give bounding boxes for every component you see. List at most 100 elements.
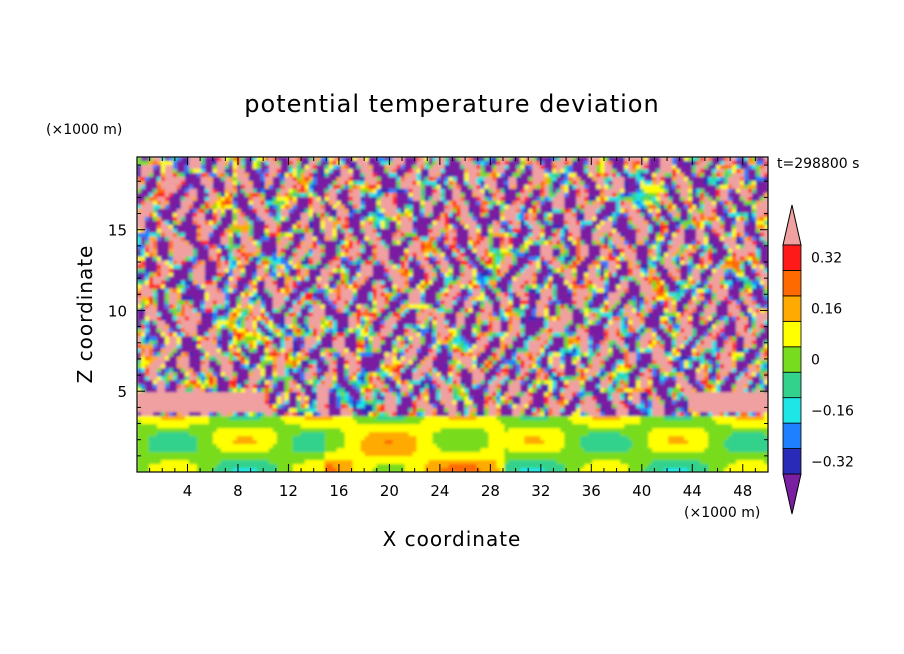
heatmap-cell	[760, 204, 765, 210]
heatmap-cell	[372, 268, 378, 274]
heatmap-cell	[640, 252, 645, 258]
heatmap-cell	[644, 212, 649, 218]
heatmap-cell	[180, 264, 186, 270]
heatmap-cell	[684, 157, 689, 162]
heatmap-cell	[392, 172, 398, 178]
heatmap-cell	[656, 232, 661, 238]
heatmap-cell	[288, 188, 294, 194]
heatmap-cell	[596, 196, 601, 202]
heatmap-cell	[432, 204, 438, 210]
heatmap-cell	[200, 264, 206, 270]
heatmap-cell	[612, 184, 617, 190]
heatmap-cell	[592, 180, 597, 186]
heatmap-cell	[244, 256, 250, 262]
heatmap-cell	[540, 272, 545, 278]
heatmap-cell	[548, 240, 553, 246]
heatmap-cell	[708, 204, 713, 210]
heatmap-cell	[588, 224, 593, 230]
heatmap-cell	[516, 244, 521, 250]
heatmap-cell	[396, 176, 402, 182]
heatmap-cell	[216, 228, 222, 234]
heatmap-cell	[544, 260, 549, 266]
heatmap-cell	[712, 260, 717, 266]
heatmap-cell	[164, 276, 170, 282]
heatmap-cell	[416, 192, 422, 198]
heatmap-cell	[560, 176, 565, 182]
heatmap-cell	[632, 252, 637, 258]
heatmap-cell	[612, 196, 617, 202]
heatmap-cell	[524, 248, 529, 254]
heatmap-cell	[432, 168, 438, 174]
heatmap-cell	[332, 208, 338, 214]
heatmap-cell	[700, 157, 705, 162]
heatmap-cell	[384, 200, 390, 206]
heatmap-cell	[596, 212, 601, 218]
heatmap-cell	[452, 216, 458, 222]
heatmap-cell	[332, 232, 338, 238]
heatmap-cell	[276, 248, 282, 254]
heatmap-cell	[736, 157, 741, 162]
heatmap-cell	[472, 224, 478, 230]
heatmap-cell	[608, 228, 613, 234]
heatmap-cell	[272, 180, 278, 186]
heatmap-cell	[704, 236, 709, 242]
heatmap-cell	[176, 256, 182, 262]
heatmap-cell	[244, 268, 250, 274]
heatmap-cell	[568, 256, 573, 262]
heatmap-cell	[168, 260, 174, 266]
heatmap-cell	[616, 240, 621, 246]
heatmap-cell	[196, 276, 202, 282]
heatmap-cell	[316, 192, 322, 198]
heatmap-cell	[400, 224, 406, 230]
heatmap-cell	[704, 184, 709, 190]
heatmap-cell	[220, 168, 226, 174]
heatmap-cell	[260, 172, 266, 178]
heatmap-cell	[260, 220, 266, 226]
heatmap-cell	[628, 264, 633, 270]
heatmap-cell	[352, 164, 358, 170]
heatmap-cell	[424, 256, 430, 262]
heatmap-cell	[484, 228, 490, 234]
heatmap-cell	[544, 228, 549, 234]
heatmap-cell	[376, 272, 382, 278]
heatmap-cell	[252, 184, 258, 190]
heatmap-cell	[292, 224, 298, 230]
heatmap-cell	[384, 208, 390, 214]
heatmap-cell	[324, 188, 330, 194]
heatmap-cell	[396, 276, 402, 282]
heatmap-cell	[660, 188, 665, 194]
heatmap-cell	[696, 184, 701, 190]
heatmap-cell	[644, 236, 649, 242]
heatmap-cell	[260, 252, 266, 258]
heatmap-cell	[608, 240, 613, 246]
heatmap-cell	[348, 172, 354, 178]
heatmap-cell	[180, 176, 186, 182]
heatmap-cell	[396, 192, 402, 198]
heatmap-cell	[668, 160, 673, 166]
heatmap-cell	[492, 208, 498, 214]
heatmap-cell	[372, 244, 378, 250]
heatmap-cell	[440, 264, 446, 270]
heatmap-cell	[460, 240, 466, 246]
heatmap-cell	[220, 236, 226, 242]
heatmap-cell	[664, 184, 669, 190]
heatmap-cell	[428, 244, 434, 250]
heatmap-cell	[668, 256, 673, 262]
heatmap-cell	[604, 220, 609, 226]
heatmap-cell	[720, 256, 725, 262]
heatmap-cell	[560, 220, 565, 226]
heatmap-cell	[428, 232, 434, 238]
heatmap-cell	[348, 200, 354, 206]
heatmap-cell	[180, 236, 186, 242]
heatmap-cell	[572, 164, 577, 170]
heatmap-cell	[688, 256, 693, 262]
heatmap-cell	[496, 260, 502, 266]
heatmap-cell	[196, 252, 202, 258]
heatmap-cell	[640, 260, 645, 266]
heatmap-cell	[240, 228, 246, 234]
heatmap-cell	[544, 232, 549, 238]
heatmap-cell	[720, 272, 725, 278]
heatmap-cell	[232, 204, 238, 210]
heatmap-cell	[524, 204, 529, 210]
heatmap-cell	[392, 276, 398, 282]
